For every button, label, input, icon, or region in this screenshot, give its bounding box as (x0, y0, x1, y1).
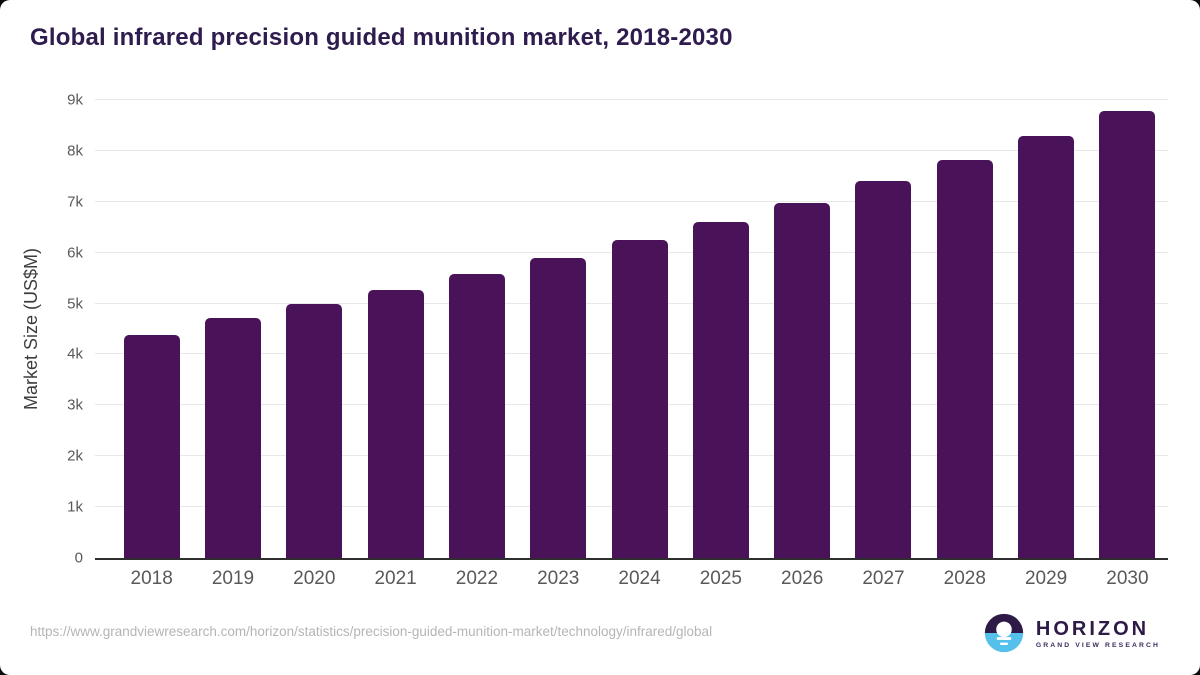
bar-slot-2022 (436, 100, 517, 558)
x-tick-2018: 2018 (130, 568, 173, 589)
bar-slot-2030 (1087, 100, 1168, 558)
y-tick-0: 0 (74, 549, 83, 567)
bar-slot-2029 (1005, 100, 1086, 558)
x-tick-2026: 2026 (781, 568, 824, 589)
bar-slot-2028 (924, 100, 1005, 558)
horizon-logo: HORIZON GRAND VIEW RESEARCH (983, 612, 1160, 654)
bar-2019 (204, 317, 261, 558)
bar-2028 (936, 160, 993, 558)
horizon-logo-text: HORIZON GRAND VIEW RESEARCH (1036, 618, 1160, 649)
x-tick-2027: 2027 (862, 568, 905, 589)
y-tick-2k: 2k (67, 447, 83, 465)
bar-2022 (448, 273, 505, 558)
x-tick-2024: 2024 (618, 568, 661, 589)
gridline-7k (95, 200, 1168, 202)
x-tick-2029: 2029 (1024, 568, 1068, 589)
x-tick-2028: 2028 (943, 568, 986, 589)
bar-slot-2020 (274, 100, 355, 558)
y-tick-7k: 7k (67, 193, 83, 211)
plot-area: 0 1k 2k 3k 4k 5k 6k 7k 8k 9k (67, 92, 1168, 567)
bar-slot-2019 (192, 100, 273, 558)
y-tick-1k: 1k (67, 498, 83, 516)
x-tick-2023: 2023 (537, 568, 580, 589)
gridline-8k (95, 149, 1168, 151)
bar-2024 (611, 240, 668, 558)
horizon-logo-icon (984, 613, 1024, 653)
bar-slot-2023 (518, 100, 599, 558)
x-tick-2025: 2025 (699, 568, 742, 589)
bar-slot-2024 (599, 100, 680, 558)
bar-2027 (855, 181, 912, 558)
page-title: Global infrared precision guided munitio… (30, 24, 733, 51)
bar-slot-2021 (355, 100, 436, 558)
y-axis-ticks: 0 1k 2k 3k 4k 5k 6k 7k 8k 9k (23, 92, 83, 567)
bar-2025 (692, 222, 749, 558)
bar-2023 (530, 257, 587, 558)
bars-container (111, 100, 1168, 558)
x-tick-2019: 2019 (211, 568, 255, 589)
x-tick-2020: 2020 (293, 568, 336, 589)
source-url: https://www.grandviewresearch.com/horizo… (30, 624, 713, 639)
bar-2029 (1018, 135, 1075, 558)
gridline-9k (95, 99, 1168, 100)
y-tick-4k: 4k (67, 345, 83, 363)
x-tick-2021: 2021 (374, 568, 417, 589)
bar-slot-2026 (762, 100, 843, 558)
y-tick-6k: 6k (67, 244, 83, 262)
bar-2020 (286, 303, 343, 558)
bar-slot-2025 (680, 100, 761, 558)
x-tick-2022: 2022 (455, 568, 499, 589)
bar-2030 (1099, 110, 1156, 558)
x-axis-labels: 2018 2019 2020 2021 2022 2023 2024 2025 2026 2027… (111, 568, 1168, 590)
bar-slot-2027 (843, 100, 924, 558)
bar-2018 (123, 335, 180, 558)
y-tick-8k: 8k (67, 142, 83, 160)
y-tick-3k: 3k (67, 396, 83, 414)
bar-2026 (774, 202, 831, 558)
y-tick-9k: 9k (67, 91, 83, 109)
logo-subtitle: GRAND VIEW RESEARCH (1035, 641, 1160, 649)
x-tick-2030: 2030 (1106, 568, 1149, 589)
bar-slot-2018 (111, 100, 192, 558)
y-tick-5k: 5k (67, 295, 83, 313)
logo-name: HORIZON (1035, 617, 1150, 640)
bar-2021 (367, 289, 424, 558)
